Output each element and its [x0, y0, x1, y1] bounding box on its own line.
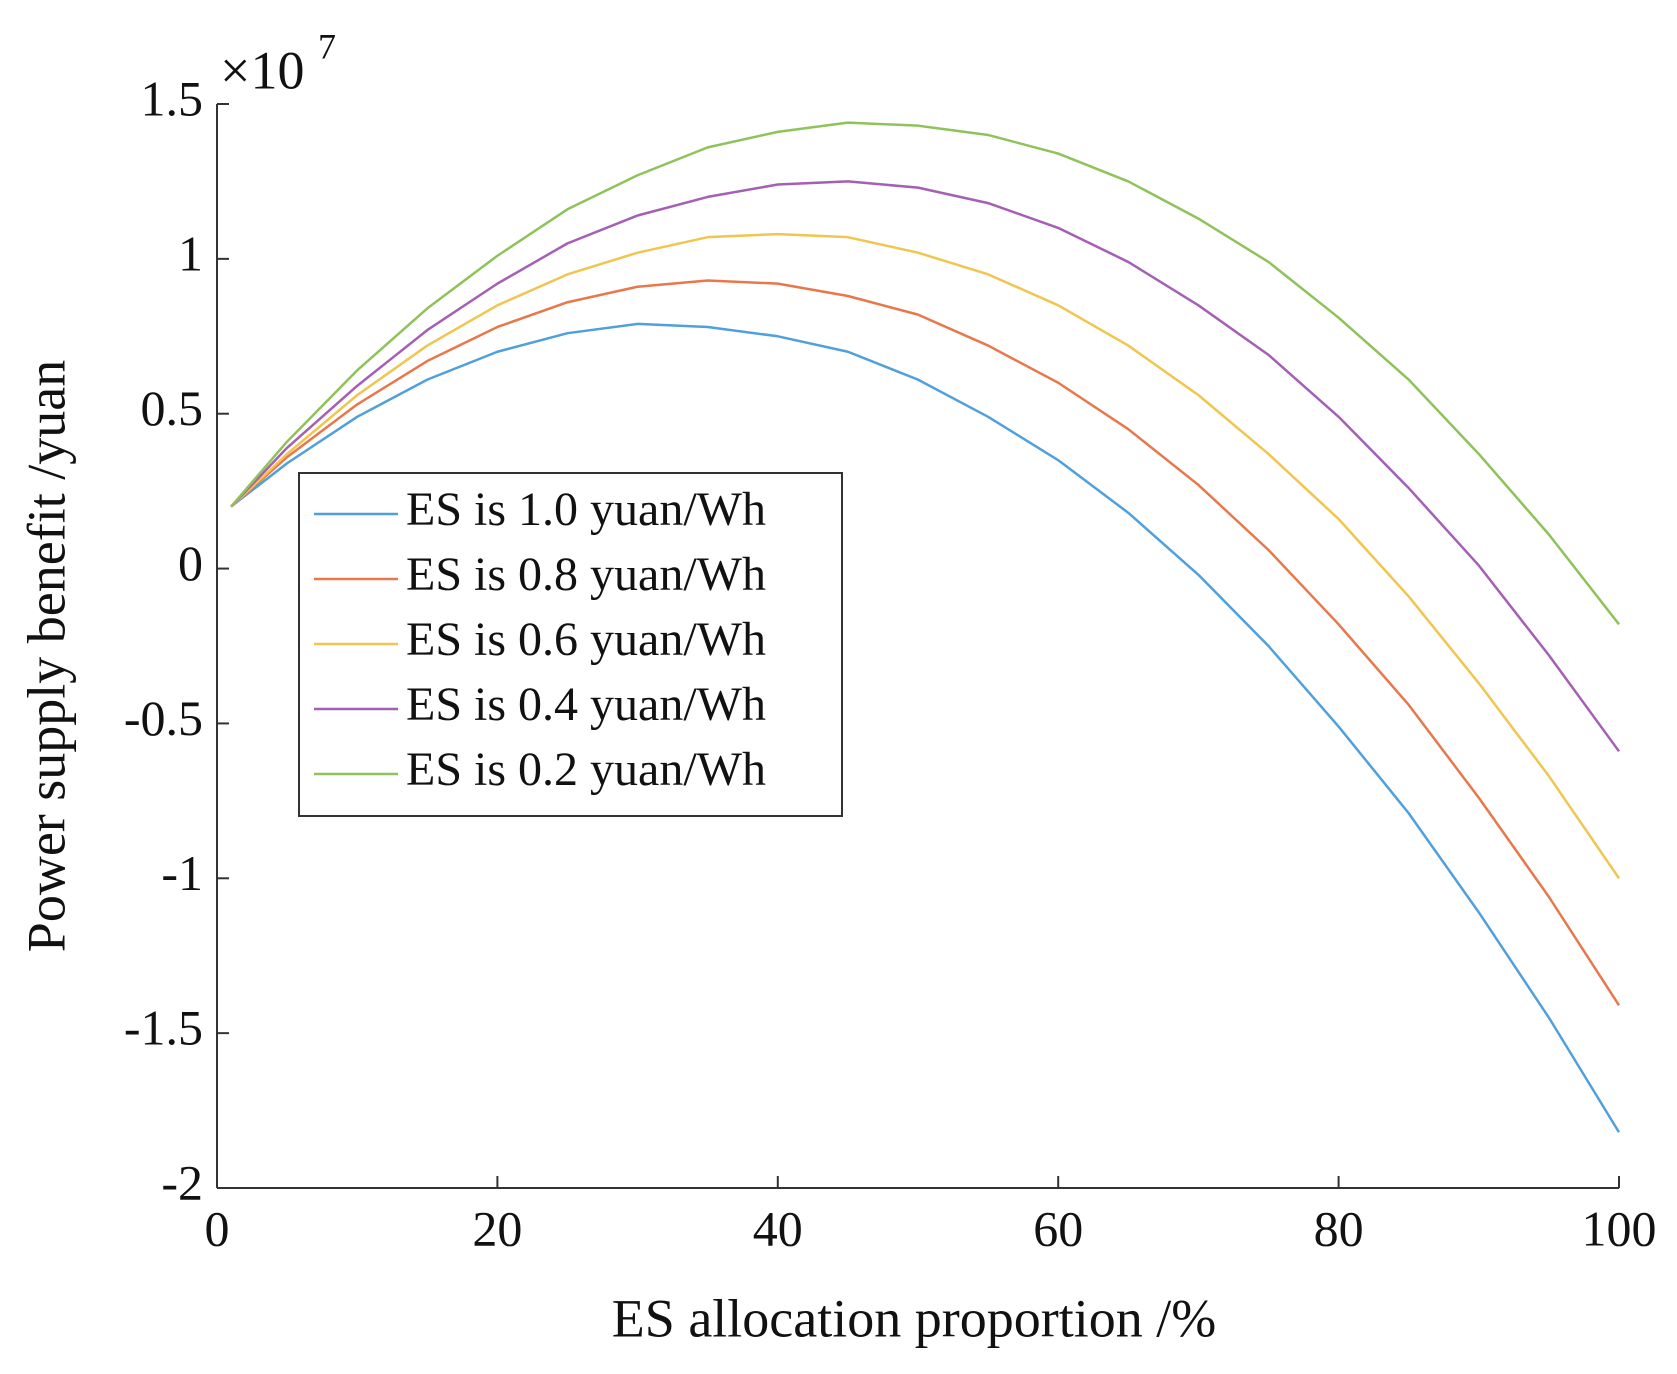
x-tick-label: 80	[1314, 1200, 1364, 1256]
series-line	[230, 121, 1620, 626]
y-tick-label: 1	[178, 225, 203, 281]
legend-label: ES is 0.6 yuan/Wh	[406, 613, 766, 666]
y-tick-label: -1.5	[124, 1000, 203, 1056]
x-tick-label: 100	[1582, 1200, 1657, 1256]
series-line	[230, 322, 1621, 1133]
legend-label: ES is 1.0 yuan/Wh	[406, 483, 766, 536]
y-multiplier: ×10	[220, 40, 304, 100]
legend-label: ES is 0.2 yuan/Wh	[406, 743, 766, 796]
x-tick-label: 0	[205, 1200, 230, 1256]
legend-label: ES is 0.4 yuan/Wh	[406, 678, 766, 731]
y-tick-label: 1.5	[141, 70, 204, 126]
y-tick-label: -2	[161, 1154, 203, 1210]
series-line	[230, 279, 1621, 1006]
legend-label: ES is 0.8 yuan/Wh	[406, 548, 766, 601]
y-tick-label: -1	[161, 845, 203, 901]
y-exponent: 7	[318, 26, 336, 66]
x-tick-label: 40	[753, 1200, 803, 1256]
y-tick-label: -0.5	[124, 690, 203, 746]
x-axis-label: ES allocation proportion /%	[612, 1288, 1216, 1348]
series-line	[230, 180, 1621, 753]
y-tick-label: 0	[178, 535, 203, 591]
x-tick-label: 20	[472, 1200, 522, 1256]
y-tick-label: 0.5	[141, 380, 204, 436]
y-axis-label: Power supply benefit /yuan	[16, 360, 76, 952]
series-line	[230, 232, 1621, 879]
x-tick-label: 60	[1033, 1200, 1083, 1256]
